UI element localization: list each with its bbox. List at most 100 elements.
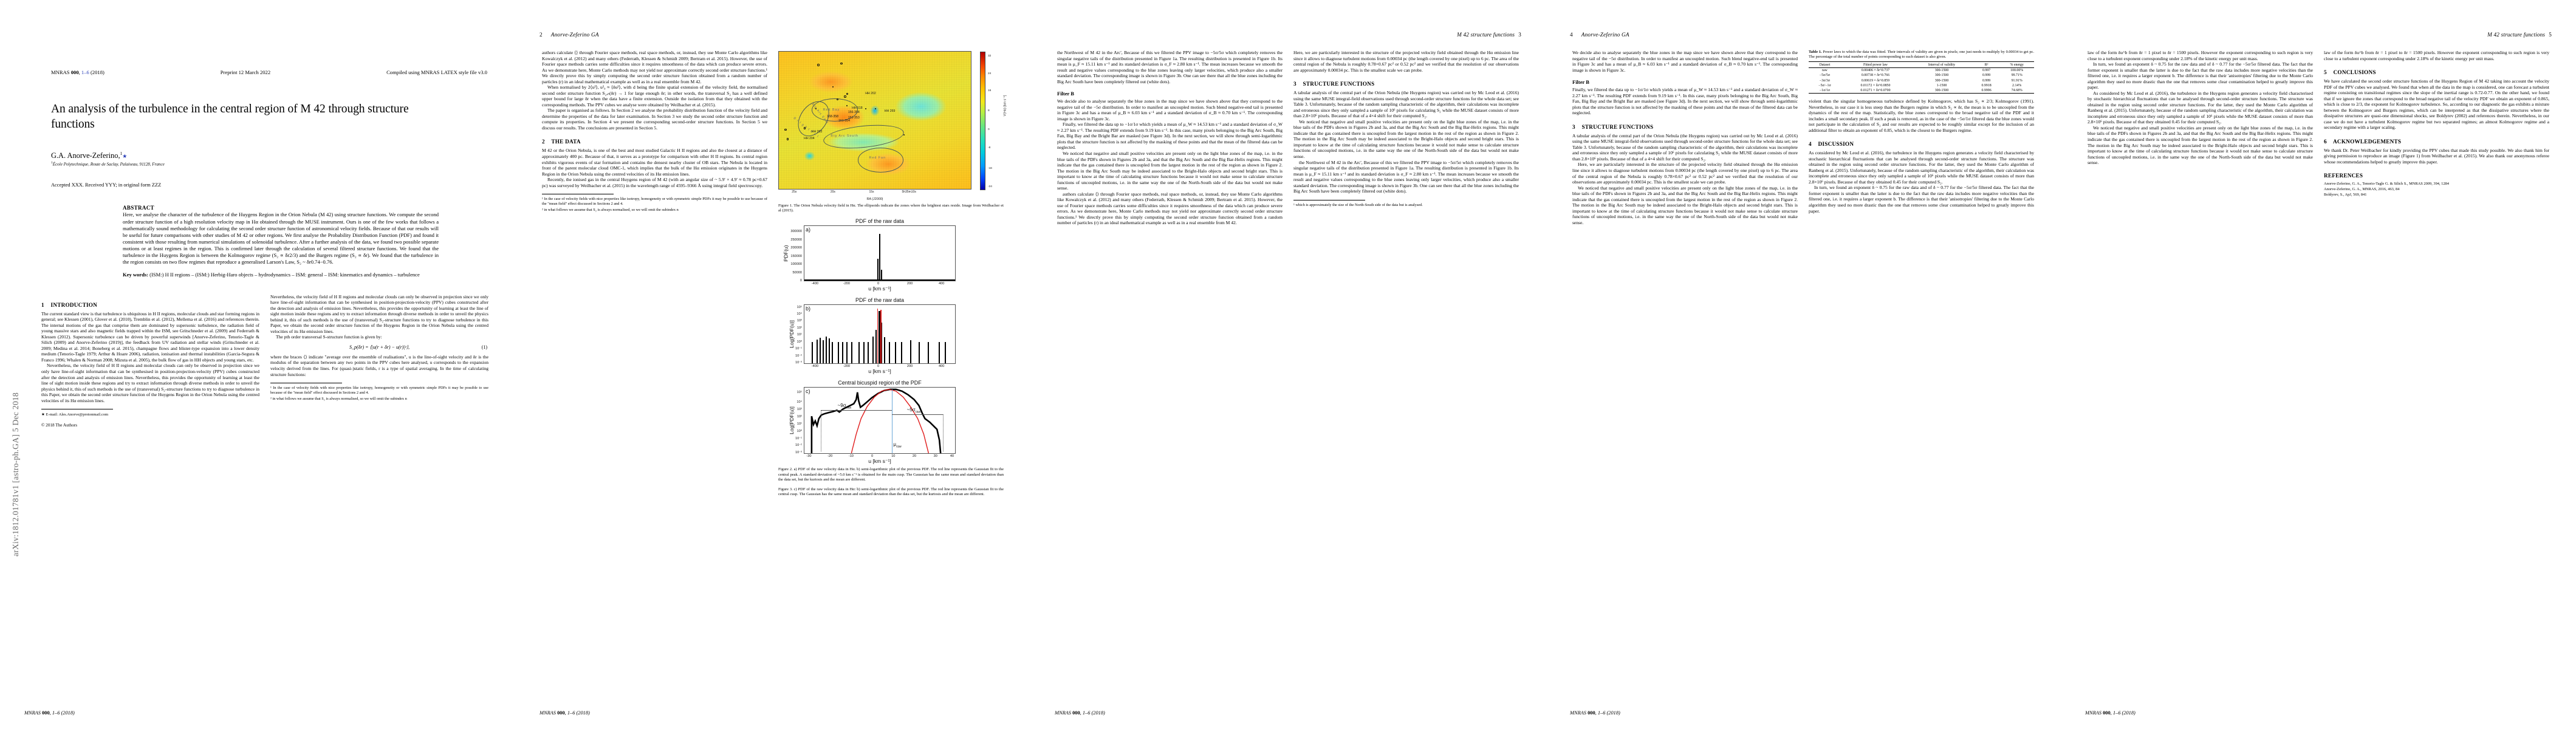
section-heading-conclusions: 5 CONCLUSIONS	[2324, 69, 2376, 76]
page-4[interactable]: 4 Anorve-Zeferino GA We decide also to a…	[1546, 0, 2061, 729]
map-x-axis-ticks: 25s 20s 15s 5h35m10s	[792, 190, 916, 194]
plot-a-peak-side	[881, 270, 882, 281]
footnote-1: ¹ In the case of velocity fields with ni…	[270, 386, 488, 395]
figure-1-velocity-map: Red Bay Red Fan Big Arc East Big Arc Sou…	[778, 51, 1007, 201]
plot-b-peak	[878, 310, 880, 364]
plot-c-ylabel: Log[PDF(u)]	[788, 406, 795, 435]
star-marker	[786, 138, 789, 140]
p5r-conclusions: We have calculated the second order stru…	[2324, 78, 2549, 131]
page-3-runhead: M 42 structure functions 3	[1055, 32, 1521, 40]
plot-c-5sigma-bar	[891, 414, 944, 415]
label-red-bay: Red Bay	[823, 108, 840, 112]
star-marker	[832, 86, 834, 87]
page-2[interactable]: 2 Anorve-Zeferino GA authors calculate ⟨…	[515, 0, 1030, 729]
table-body: raw 0.00406 × δr^0.737 300-1500 0.997 10…	[1809, 68, 2034, 94]
label-red-fan: Red Fan	[869, 156, 886, 160]
plot-b-ylabel: Log[PDF(u)]	[788, 320, 795, 349]
annotation-mu-raw: μraw	[893, 441, 902, 449]
p2-data-paragraph-2: Recently, the ionised gas in the central…	[542, 177, 767, 188]
page-4-runhead: 4 Anorve-Zeferino GA	[1570, 32, 2036, 40]
page-4-footer: MNRAS 000, 1–6 (2018)	[1570, 710, 2036, 716]
runhead-author: Anorve-Zeferino GA	[1581, 32, 1629, 38]
page-5-column-left: law of the form δu^b from δr = 1 pixel t…	[2088, 50, 2313, 198]
figure-3c-central-bicuspid: Central bicuspid region of the PDF c) 10…	[789, 380, 956, 465]
colorbar-ticks: 32 24 16 8 0 -8 -16 -24	[988, 55, 992, 189]
plot-c-xlabel: u [km s⁻¹]	[868, 458, 891, 465]
star-marker	[846, 105, 848, 107]
abstract-block: ABSTRACT Here, we analyse the character …	[123, 205, 439, 278]
section-heading-introduction: 1 INTRODUCTION	[41, 301, 98, 308]
label-161-354: 161-354	[838, 118, 850, 123]
plot-b-title: PDF of the raw data	[855, 297, 905, 304]
page-2-footer: MNRAS 000, 1–6 (2018)	[540, 710, 1006, 716]
page-2-columns: authors calculate ⟨⟩ through Fourier spa…	[540, 50, 1007, 502]
page-4-column-right: Table 1. Power laws to which the data wa…	[1809, 50, 2034, 225]
star-marker	[865, 108, 867, 109]
plot-b-gaussian-fit	[880, 310, 882, 364]
p5-paragraph-1: law of the form δu^b from δr = 1 pixel t…	[2088, 50, 2313, 61]
plot-b-xlabel: u [km s⁻¹]	[868, 368, 891, 375]
p4r-paragraph-2: As considered by Mc Leod et al. (2016), …	[1809, 150, 2034, 185]
p5r-paragraph-1: law of the form δu^b from δr = 1 pixel t…	[2324, 50, 2549, 61]
p4-paragraph-1: We decide also to analyse separately the…	[1572, 50, 1798, 73]
plot-c-9sigma-bar	[821, 410, 892, 411]
section-heading-the-data: 2 THE DATA	[542, 139, 581, 145]
page-2-column-right: Red Bay Red Fan Big Arc East Big Arc Sou…	[778, 50, 1007, 502]
accepted-line: Accepted XXX. Received YYY; in original …	[51, 182, 162, 188]
p4-paragraph-5: We noticed that negative and small posit…	[1572, 185, 1798, 225]
star-marker	[804, 127, 806, 129]
page-5-columns: law of the form δu^b from δr = 1 pixel t…	[2085, 50, 2552, 198]
plot-b-frame: b) 10⁻³ 10⁻² 10⁻¹ 10⁰ 10¹ 10² 10³ 10⁴ 10…	[789, 304, 956, 368]
page-2-column-left: authors calculate ⟨⟩ through Fourier spa…	[542, 50, 767, 502]
equation-1: S_p(δr) = ⟨|u(r + δr) − u(r)|ᵖ⟩, (1)	[349, 344, 487, 350]
preprint-topline: MNRAS 000, 1–6 (2018) Preprint 12 March …	[24, 69, 491, 75]
page-3-footer: MNRAS 000, 1–6 (2018)	[1055, 710, 1521, 716]
p2-footnote-1: ¹ In the case of velocity fields with ni…	[542, 197, 767, 207]
plot-b-panel-letter: b)	[806, 306, 811, 312]
intro-paragraph-1: The current standard view is that turbul…	[41, 310, 259, 363]
plot-a-peak	[879, 233, 881, 281]
table-row: −1σ/1σ 0.01271 × δr^0.0700 300-1500 0.99…	[1809, 87, 2034, 94]
label-156-354: 156-354	[848, 111, 860, 115]
compiled-note: Compiled using MNRAS LATEX style file v3…	[386, 69, 487, 75]
section-heading-structure-functions: 3 STRUCTURE FUNCTIONS	[1293, 81, 1375, 87]
intro-paragraph-3: Nevertheless, the velocity field of H II…	[270, 293, 488, 334]
page-4-columns: We decide also to analyse separately the…	[1570, 50, 2036, 225]
plot-b-gaussian-fit	[877, 309, 879, 364]
abstract-text: Here, we analyse the character of the tu…	[123, 211, 439, 265]
plot-a-frame: a) 0 50000 100000 150000 200000 250000 3…	[783, 225, 956, 286]
th-dataset: Dataset	[1809, 61, 1841, 69]
section-heading-discussion: 4 DISCUSSION	[1809, 141, 1854, 148]
plot-c-curves	[810, 389, 942, 454]
star-marker	[815, 108, 817, 109]
reference-item: Anorve-Zeferino, G. A., Tenorio-Tagle G.…	[2324, 182, 2449, 187]
reference-list: Anorve-Zeferino, G. A., Tenorio-Tagle G.…	[2324, 182, 2549, 197]
affiliation: 1École Polytechnique, Route de Saclay, P…	[51, 161, 165, 167]
footnote-2: ² in what follows we assume that S₂ is a…	[270, 396, 407, 401]
p5-paragraph-4: We noticed that negative and small posit…	[2088, 125, 2313, 166]
footer-journal: MNRAS 000, 1–6 (2018)	[24, 710, 75, 716]
footer-journal: MNRAS 000, 1–6 (2018)	[1570, 710, 1620, 716]
page-3[interactable]: M 42 structure functions 3 the Northwest…	[1030, 0, 1546, 729]
journal-ref: MNRAS 000, 1–6 (2018)	[51, 69, 104, 75]
p4-paragraph-4: Here, we are particularly interested in …	[1572, 162, 1798, 185]
table-header-row: Dataset Fitted power law Interval of val…	[1809, 61, 2034, 69]
page-1[interactable]: arXiv:1812.01781v1 [astro-ph.GA] 5 Dec 2…	[0, 0, 515, 729]
footer-journal: MNRAS 000, 1–6 (2018)	[1055, 710, 1105, 716]
star-marker	[817, 64, 820, 66]
page-number-2: 2	[540, 32, 543, 38]
plot-a-title: PDF of the raw data	[855, 218, 905, 225]
p5r-acknowledgements: We thank Dr. Peter Weilbacher for kindly…	[2324, 147, 2549, 165]
subsection-filter-b: Filter B	[1057, 91, 1074, 97]
page-2-runhead: 2 Anorve-Zeferino GA	[540, 32, 1006, 40]
label-big-arc-south: Big Arc South	[831, 134, 859, 138]
label-151-353: 151-353	[848, 116, 860, 120]
table-1: Dataset Fitted power law Interval of val…	[1809, 61, 2034, 94]
plot-c-5sigma-drop	[943, 414, 944, 452]
th-interval: Interval of validity	[1910, 61, 1973, 69]
reference-item: Anorve-Zeferino, G. A., MNRAS, 2016, 463…	[2324, 187, 2400, 192]
plot-c-frame: c) 10⁻³ 10⁻² 10⁻¹ 10⁰ 10¹ 10² 10³ 10⁴ 10…	[789, 387, 956, 458]
page-number-4: 4	[1570, 32, 1573, 38]
page-5[interactable]: M 42 structure functions 5 law of the fo…	[2061, 0, 2576, 729]
